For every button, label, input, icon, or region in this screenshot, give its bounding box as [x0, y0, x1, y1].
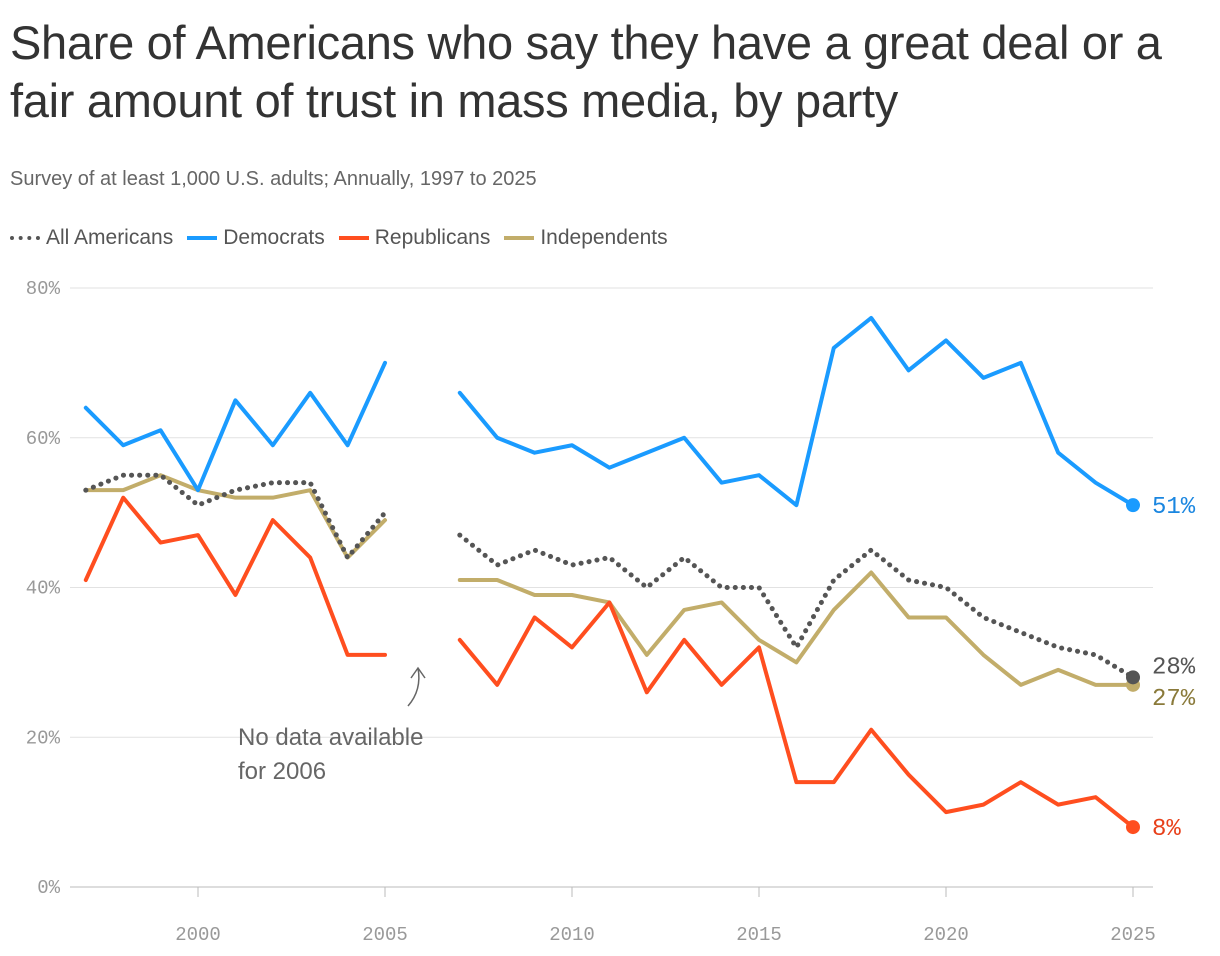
legend-swatch	[504, 236, 535, 240]
series-line-republicans	[83, 495, 387, 657]
annotation-text: No data available	[238, 724, 423, 751]
end-value-label: 51%	[1152, 494, 1196, 521]
end-point-marker	[1126, 820, 1140, 835]
series-line-all-americans	[457, 532, 1136, 680]
legend-label: Republicans	[374, 226, 491, 249]
end-value-label: 28%	[1152, 654, 1196, 681]
legend-item-all: All Americans	[10, 226, 173, 250]
y-tick-label: 20%	[26, 727, 61, 749]
end-value-label: 8%	[1152, 816, 1181, 843]
legend-label: All Americans	[46, 226, 174, 249]
series-line-independents	[457, 570, 1135, 687]
legend-item-democrats: Democrats	[187, 226, 325, 250]
legend-label: Independents	[540, 226, 668, 249]
series-line-democrats	[457, 315, 1135, 508]
series-line-independents	[83, 473, 387, 560]
x-tick-label: 2025	[1110, 924, 1156, 946]
annotation-arrow	[407, 666, 426, 707]
end-point-marker	[1126, 498, 1140, 513]
chart-title: Share of Americans who say they have a g…	[10, 16, 1162, 127]
x-tick-label: 2020	[923, 924, 969, 946]
y-tick-label: 80%	[26, 278, 61, 300]
y-tick-label: 60%	[26, 428, 61, 450]
legend-item-independents: Independents	[504, 226, 668, 250]
x-tick-label: 2000	[175, 924, 221, 946]
legend-item-republicans: Republicans	[338, 226, 491, 250]
series-line-democrats	[83, 360, 387, 493]
end-point-marker	[1126, 670, 1140, 685]
x-tick-label: 2010	[549, 924, 595, 946]
y-tick-label: 0%	[37, 877, 60, 899]
series-line-all-americans	[83, 472, 388, 561]
x-tick-label: 2005	[362, 924, 408, 946]
legend: All Americans Democrats Republicans Inde…	[10, 226, 668, 250]
end-value-label: 27%	[1152, 686, 1196, 713]
y-tick-label: 40%	[26, 578, 61, 600]
x-tick-label: 2015	[736, 924, 782, 946]
legend-swatch	[187, 236, 218, 240]
series-line-republicans	[457, 600, 1135, 830]
legend-swatch	[10, 236, 40, 240]
chart-subtitle: Survey of at least 1,000 U.S. adults; An…	[10, 168, 537, 190]
legend-label: Democrats	[223, 226, 325, 249]
annotation-text: for 2006	[238, 758, 326, 785]
legend-swatch	[338, 236, 369, 240]
